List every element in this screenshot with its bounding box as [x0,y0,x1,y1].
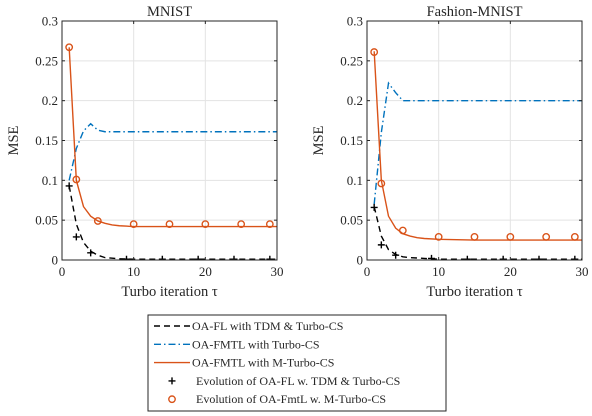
marker-circle [265,220,274,229]
y-tick-label: 0.25 [340,53,363,68]
marker-circle [237,220,246,229]
x-tick-label: 0 [364,264,371,279]
legend-label: OA-FMTL with M-Turbo-CS [192,356,334,370]
marker-plus [392,251,400,259]
marker-plus [158,255,166,260]
marker-plus [571,255,579,260]
marker-plus [65,182,73,190]
marker-plus [535,255,543,260]
legend-label: Evolution of OA-FmtL w. M-Turbo-CS [196,392,386,406]
y-tick-label: 0.05 [35,213,58,228]
marker-circle [93,217,102,225]
marker-circle [129,220,138,229]
marker-circle [470,232,479,241]
series-group [370,48,582,260]
legend-label: OA-FMTL with Turbo-CS [192,337,320,351]
y-tick-label: 0.25 [35,53,58,68]
y-tick-label: 0.2 [42,93,58,108]
marker-circle [570,232,579,241]
marker-plus [499,255,507,260]
y-tick-label: 0.15 [340,133,363,148]
y-tick-label: 0.1 [347,173,363,188]
series-line-2 [68,47,277,228]
y-axis-label: MSE [311,125,327,155]
y-tick-label: 0.3 [347,14,363,29]
series-group [65,43,277,260]
x-tick-label: 20 [199,264,212,279]
marker-circle [65,43,74,52]
y-tick-label: 0 [357,253,364,268]
x-tick-label: 10 [127,264,140,279]
marker-plus [266,255,274,260]
y-tick-label: 0.05 [340,213,363,228]
y-tick-label: 0.15 [35,133,58,148]
subplot-title: MNIST [147,4,192,20]
subplot-title: Fashion-MNIST [427,4,523,20]
series-line-0 [373,206,582,260]
marker-circle [506,232,515,241]
legend-marker-plus [168,377,176,385]
marker-plus [428,254,435,260]
marker-plus [377,241,385,249]
marker-circle [370,48,379,56]
marker-circle [542,232,551,241]
fashion-mnist-subplot: 0 10 20 30 0 0.05 0.1 0.15 0.2 0.25 0.3 Fashion-MNI… [311,4,589,300]
legend-label: OA-FL with TDM & Turbo-CS [192,319,343,333]
marker-circle [201,220,210,229]
marker-plus [123,255,130,260]
x-tick-label: 30 [271,264,284,279]
x-tick-label: 20 [504,264,517,279]
x-tick-label: 0 [59,264,66,279]
marker-circle [377,179,386,188]
x-axis-label: Turbo iteration τ [121,284,217,300]
legend-marker-circle [168,395,176,404]
y-tick-label: 0.3 [42,14,58,29]
marker-plus [72,233,80,241]
legend-label: Evolution of OA-FL w. TDM & Turbo-CS [196,374,400,388]
marker-circle [434,232,443,241]
marker-plus [230,255,238,260]
x-tick-label: 30 [576,264,589,279]
marker-plus [87,249,95,257]
legend: OA-FL with TDM & Turbo-CS OA-FMTL with Tu… [147,314,447,412]
y-tick-label: 0.1 [42,173,58,188]
marker-circle [165,220,174,229]
y-axis-label: MSE [6,125,22,155]
mnist-subplot: 0 10 20 30 0 0.05 0.1 0.15 0.2 0.25 0.3 MNIST Turbo … [6,4,284,300]
legend-box [147,314,447,412]
marker-circle [398,226,407,235]
y-tick-label: 0 [52,253,59,268]
series-line-1 [68,122,277,181]
marker-plus [463,255,471,260]
x-axis-label: Turbo iteration τ [426,284,522,300]
series-line-0 [68,185,277,260]
marker-plus [194,255,202,260]
x-tick-label: 10 [432,264,445,279]
marker-plus [370,203,378,211]
y-tick-label: 0.2 [347,93,363,108]
marker-circle [72,175,81,184]
